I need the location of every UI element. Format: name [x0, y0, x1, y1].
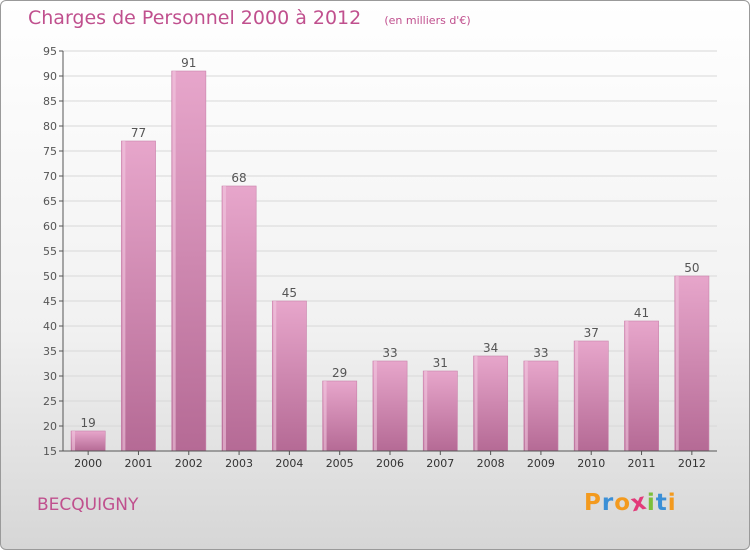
- bar-highlight: [172, 71, 176, 451]
- y-tick-label: 45: [43, 295, 57, 308]
- logo-letter: P: [584, 490, 602, 516]
- bar-value-label: 77: [131, 126, 146, 140]
- bar-value-label: 19: [81, 416, 96, 430]
- bar-value-label: 68: [231, 171, 246, 185]
- place-name: BECQUIGNY: [37, 495, 139, 515]
- y-tick-label: 75: [43, 145, 57, 158]
- x-tick-label: 2012: [678, 457, 706, 470]
- bar-value-label: 33: [382, 346, 397, 360]
- logo-letter: i: [646, 490, 656, 516]
- y-tick-label: 60: [43, 220, 57, 233]
- bar-value-label: 50: [684, 261, 699, 275]
- y-tick-label: 50: [43, 270, 57, 283]
- bar: [121, 140, 156, 452]
- y-tick-label: 15: [43, 445, 57, 458]
- bar-value-label: 34: [483, 341, 498, 355]
- y-tick-label: 85: [43, 95, 57, 108]
- bar: [171, 70, 207, 452]
- x-tick-label: 2009: [527, 457, 555, 470]
- bar-value-label: 45: [282, 286, 297, 300]
- bar-highlight: [222, 186, 226, 451]
- x-tick-label: 2000: [74, 457, 102, 470]
- logo-letter: i: [667, 490, 677, 516]
- bar: [573, 340, 609, 452]
- chart-unit: (en milliers d'€): [384, 14, 471, 27]
- y-tick-label: 30: [43, 370, 57, 383]
- bar-highlight: [524, 361, 528, 451]
- bar-highlight: [323, 381, 327, 451]
- bar: [624, 320, 659, 452]
- y-tick-label: 55: [43, 245, 57, 258]
- logo-letter: r: [601, 490, 615, 516]
- proxiti-logo: Proxiti: [584, 489, 677, 518]
- x-tick-label: 2007: [426, 457, 454, 470]
- bar: [322, 380, 358, 452]
- bar-highlight: [675, 276, 679, 451]
- x-tick-label: 2011: [628, 457, 656, 470]
- logo-letter: t: [655, 490, 668, 516]
- x-tick-label: 2005: [326, 457, 354, 470]
- bar-highlight: [122, 141, 126, 451]
- bar: [221, 185, 257, 452]
- bar-highlight: [72, 431, 76, 451]
- y-tick-label: 25: [43, 395, 57, 408]
- x-tick-label: 2003: [225, 457, 253, 470]
- y-tick-label: 90: [43, 70, 57, 83]
- x-tick-label: 2010: [577, 457, 605, 470]
- x-tick-label: 2004: [275, 457, 303, 470]
- y-tick-label: 35: [43, 345, 57, 358]
- title-row: Charges de Personnel 2000 à 2012 (en mil…: [28, 7, 471, 29]
- x-tick-label: 2006: [376, 457, 404, 470]
- bar: [70, 430, 106, 452]
- x-tick-label: 2008: [477, 457, 505, 470]
- x-tick-label: 2001: [124, 457, 152, 470]
- chart-title: Charges de Personnel 2000 à 2012: [28, 7, 362, 29]
- logo-letter: o: [614, 490, 632, 516]
- y-tick-label: 95: [43, 45, 57, 58]
- bar-highlight: [625, 321, 629, 451]
- bar: [523, 360, 559, 452]
- bar-highlight: [273, 301, 277, 451]
- bar-highlight: [373, 361, 377, 451]
- bar-highlight: [575, 341, 579, 451]
- bar-layer: [70, 70, 710, 452]
- x-tick-label: 2002: [175, 457, 203, 470]
- bar-value-label: 37: [584, 326, 599, 340]
- bar: [473, 355, 509, 452]
- axis-layer: 15 20 25 30 35 40 45 50 55 60 65 70 75 80 85 90 95 19 2000…: [43, 45, 717, 470]
- bar: [271, 300, 307, 452]
- y-tick-label: 65: [43, 195, 57, 208]
- bar-value-label: 29: [332, 366, 347, 380]
- bar: [422, 370, 458, 452]
- y-tick-label: 70: [43, 170, 57, 183]
- y-tick-label: 80: [43, 120, 57, 133]
- bar-value-label: 31: [433, 356, 448, 370]
- y-tick-label: 20: [43, 420, 57, 433]
- y-tick-label: 40: [43, 320, 57, 333]
- bar-value-label: 91: [181, 56, 196, 70]
- bar-value-label: 41: [634, 306, 649, 320]
- bar: [372, 360, 408, 452]
- bar-highlight: [424, 371, 428, 451]
- bar-value-label: 33: [533, 346, 548, 360]
- bar-highlight: [474, 356, 478, 451]
- bar: [674, 275, 710, 452]
